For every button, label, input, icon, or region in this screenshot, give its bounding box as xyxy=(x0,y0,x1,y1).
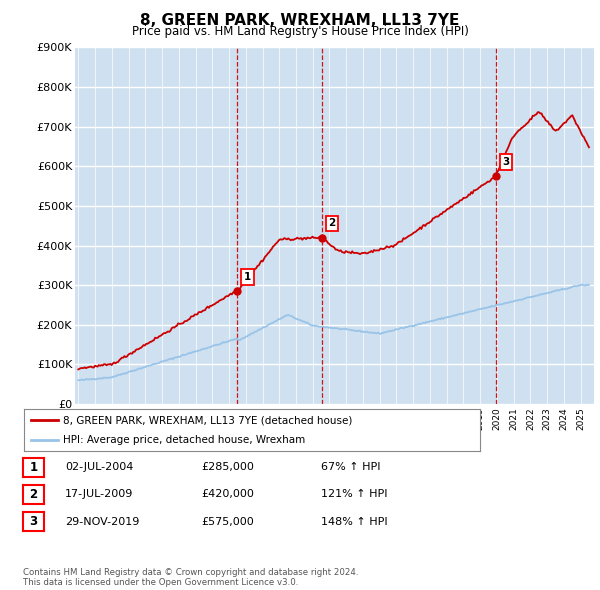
Text: 3: 3 xyxy=(502,157,509,167)
Text: 02-JUL-2004: 02-JUL-2004 xyxy=(65,463,133,472)
Text: HPI: Average price, detached house, Wrexham: HPI: Average price, detached house, Wrex… xyxy=(63,435,305,445)
Text: 17-JUL-2009: 17-JUL-2009 xyxy=(65,490,133,499)
Text: 148% ↑ HPI: 148% ↑ HPI xyxy=(321,517,388,526)
Text: 67% ↑ HPI: 67% ↑ HPI xyxy=(321,463,380,472)
Text: 8, GREEN PARK, WREXHAM, LL13 7YE: 8, GREEN PARK, WREXHAM, LL13 7YE xyxy=(140,13,460,28)
Text: Contains HM Land Registry data © Crown copyright and database right 2024.
This d: Contains HM Land Registry data © Crown c… xyxy=(23,568,358,587)
Text: 1: 1 xyxy=(244,272,251,282)
Text: 3: 3 xyxy=(29,515,38,528)
Text: 8, GREEN PARK, WREXHAM, LL13 7YE (detached house): 8, GREEN PARK, WREXHAM, LL13 7YE (detach… xyxy=(63,415,352,425)
Text: 29-NOV-2019: 29-NOV-2019 xyxy=(65,517,139,526)
Text: 121% ↑ HPI: 121% ↑ HPI xyxy=(321,490,388,499)
Text: £575,000: £575,000 xyxy=(201,517,254,526)
Text: Price paid vs. HM Land Registry's House Price Index (HPI): Price paid vs. HM Land Registry's House … xyxy=(131,25,469,38)
Text: 2: 2 xyxy=(29,488,38,501)
Text: £285,000: £285,000 xyxy=(201,463,254,472)
Text: 1: 1 xyxy=(29,461,38,474)
Text: 2: 2 xyxy=(328,218,336,228)
Text: £420,000: £420,000 xyxy=(201,490,254,499)
